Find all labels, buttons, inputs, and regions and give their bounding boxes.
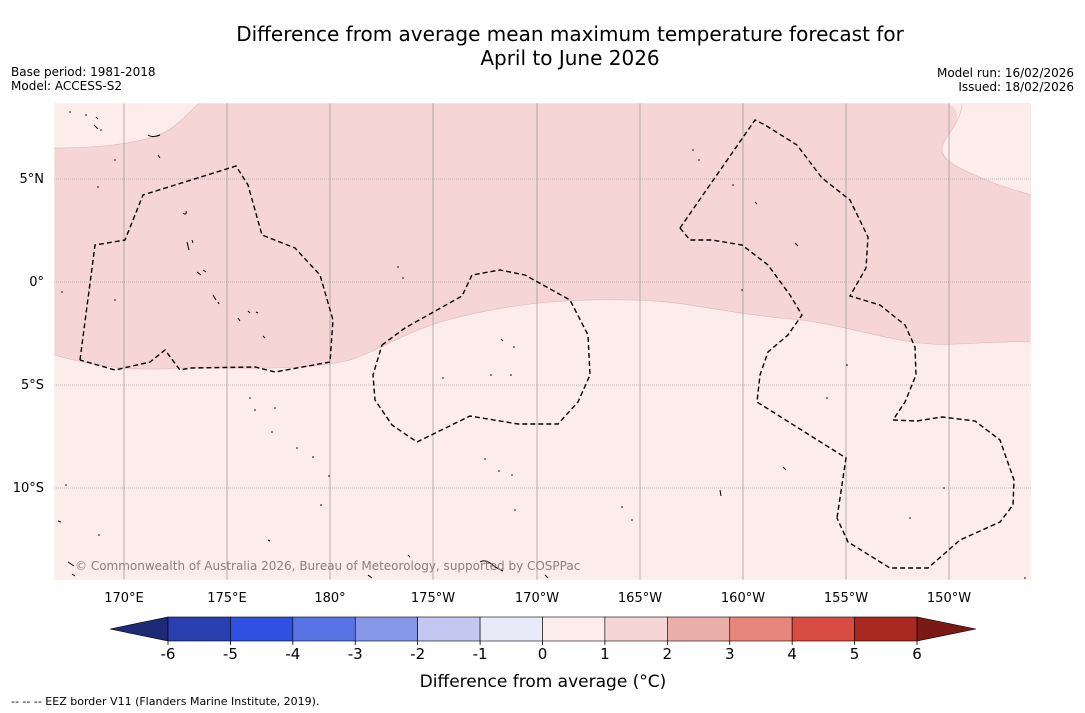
issued-date: Issued: 18/02/2026 (958, 80, 1074, 94)
eez-line-islands-north (679, 119, 917, 421)
colorbar-tick-label: 6 (912, 645, 922, 663)
meta-left: Base period: 1981-2018 Model: ACCESS-S2 (11, 65, 156, 93)
colorbar-tick-label: 5 (850, 645, 860, 663)
colorbar-tick-label: -2 (410, 645, 425, 663)
eez-borders (79, 119, 1015, 569)
colorbar-segment (167, 616, 231, 642)
colorbar-extend-low (109, 616, 169, 642)
colorbar: -6 -5 -4 -3 -2 -1 0 1 2 3 4 5 6 (109, 616, 977, 663)
colorbar-tick-label: -5 (223, 645, 238, 663)
lon-label: 175°E (207, 591, 247, 606)
colorbar-tick-label: -4 (285, 645, 300, 663)
copyright-notice: © Commonwealth of Australia 2026, Bureau… (75, 559, 580, 573)
model-name: Model: ACCESS-S2 (11, 79, 123, 93)
colorbar-tick-label: -3 (348, 645, 363, 663)
meta-right: Model run: 16/02/2026 Issued: 18/02/2026 (937, 66, 1074, 94)
lat-label: 5°S (21, 378, 44, 393)
colorbar-segment (667, 616, 731, 642)
lon-label: 175°W (411, 591, 455, 606)
colorbar-segment (479, 616, 543, 642)
colorbar-tick-label: -1 (473, 645, 488, 663)
colorbar-segment (292, 616, 356, 642)
lon-label: 165°W (618, 591, 662, 606)
lat-label: 10°S (13, 481, 44, 496)
anomaly-0-to-1-patch-ne (941, 103, 1031, 196)
colorbar-tick-label: 3 (725, 645, 735, 663)
eez-howland-baker (372, 269, 591, 443)
anomaly-contour-line-south (54, 299, 1031, 370)
lon-label: 160°W (721, 591, 765, 606)
colorbar-segment (354, 616, 418, 642)
colorbar-segment (230, 616, 294, 642)
eez-line-islands-west (679, 227, 847, 519)
colorbar-tick-label: 0 (538, 645, 548, 663)
base-period: Base period: 1981-2018 (11, 65, 156, 79)
colorbar-tick-label: 1 (600, 645, 610, 663)
eez-footnote: -- -- -- EEZ border V11 (Flanders Marine… (11, 695, 320, 708)
colorbar-segment (604, 616, 668, 642)
title-line-1: Difference from average mean maximum tem… (236, 22, 904, 46)
lon-label: 170°E (104, 591, 144, 606)
lon-label: 180° (314, 591, 345, 606)
lat-label: 0° (29, 275, 44, 290)
lat-label: 5°N (20, 172, 45, 187)
colorbar-segment (729, 616, 793, 642)
lon-label: 155°W (824, 591, 868, 606)
map-title: Difference from average mean maximum tem… (0, 22, 1085, 70)
eez-kiribati-gilberts (79, 165, 334, 373)
colorbar-segment (542, 616, 606, 642)
gridlines (54, 103, 1031, 580)
lon-label: 150°W (927, 591, 971, 606)
island-dots (61, 111, 1026, 579)
model-run: Model run: 16/02/2026 (936, 66, 1074, 80)
map-panel (54, 103, 1031, 580)
colorbar-extend-high (916, 616, 977, 642)
colorbar-tick-label: 4 (787, 645, 797, 663)
anomaly-1-to-2-region (54, 103, 1031, 370)
colorbar-segment (791, 616, 855, 642)
colorbar-segment (854, 616, 918, 642)
colorbar-tick-label: -6 (161, 645, 176, 663)
colorbar-label: Difference from average (°C) (420, 672, 667, 692)
lat-labels: 5°N 0° 5°S 10°S (13, 172, 44, 496)
title-line-2: April to June 2026 (480, 46, 660, 70)
anomaly-contour-line (54, 103, 201, 149)
eez-line-islands-south (836, 416, 1015, 569)
lon-labels: 170°E 175°E 180° 175°W 170°W 165°W 160°W… (104, 591, 971, 606)
colorbar-segment (417, 616, 481, 642)
lon-label: 170°W (515, 591, 559, 606)
islands (57, 116, 799, 579)
colorbar-tick-label: 2 (663, 645, 673, 663)
